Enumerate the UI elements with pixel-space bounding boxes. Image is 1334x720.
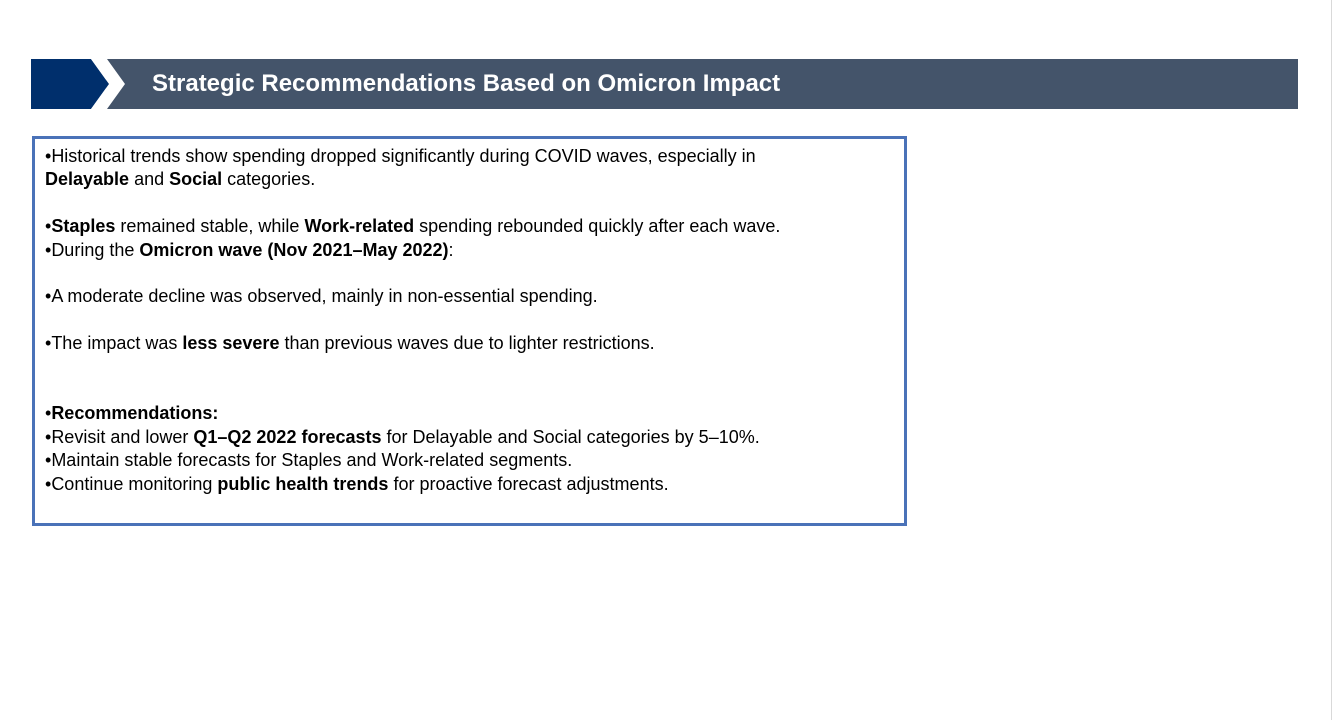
bold-text-run: Q1–Q2 2022 forecasts xyxy=(193,426,382,447)
text-line-moderate-decline: •A moderate decline was observed, mainly… xyxy=(45,285,895,308)
text-line-recommendations-heading: •Recommendations: xyxy=(45,402,895,425)
text-run: spending rebounded quickly after each wa… xyxy=(414,216,781,237)
text-run: and xyxy=(129,169,170,190)
bold-text-run: Work-related xyxy=(304,216,415,237)
bold-text-run: Omicron wave (Nov 2021–May 2022) xyxy=(139,239,449,260)
bold-text-run: public health trends xyxy=(217,473,389,494)
recommendations-text-box: •Historical trends show spending dropped… xyxy=(32,136,907,526)
bold-text-run: Recommendations: xyxy=(51,403,219,424)
text-run: : xyxy=(448,239,454,260)
bullet: • xyxy=(45,473,52,494)
bullet: • xyxy=(45,333,52,354)
page-title: Strategic Recommendations Based on Omicr… xyxy=(152,70,781,97)
bullet: • xyxy=(45,426,52,447)
slide-right-edge xyxy=(1331,0,1332,720)
bold-text-run: Social xyxy=(169,169,223,190)
text-run: During the xyxy=(51,239,140,260)
bold-text-run: Staples xyxy=(51,216,116,237)
text-line-omicron-wave: •During the Omicron wave (Nov 2021–May 2… xyxy=(45,239,895,262)
bullet: • xyxy=(45,146,52,166)
text-line-continue-monitoring: •Continue monitoring public health trend… xyxy=(45,473,895,496)
bullet: • xyxy=(45,450,52,471)
text-line-historical-trends: •Historical trends show spending dropped… xyxy=(45,145,895,168)
text-line-staples: •Staples remained stable, while Work-rel… xyxy=(45,215,895,238)
header-chevron-shape xyxy=(31,59,109,109)
blank-line xyxy=(45,379,895,402)
text-run: categories. xyxy=(222,169,316,190)
bullet: • xyxy=(45,216,52,237)
text-run: A moderate decline was observed, mainly … xyxy=(51,286,598,307)
text-line-categories: Delayable and Social categories. xyxy=(45,168,895,191)
bullet: • xyxy=(45,286,52,307)
text-run: for Delayable and Social categories by 5… xyxy=(381,426,760,447)
text-line-revisit-forecasts: •Revisit and lower Q1–Q2 2022 forecasts … xyxy=(45,426,895,449)
text-run: Revisit and lower xyxy=(51,426,194,447)
text-line-impact: •The impact was less severe than previou… xyxy=(45,332,895,355)
text-run: Maintain stable forecasts for Staples an… xyxy=(51,450,573,471)
blank-line xyxy=(45,192,895,215)
text-run: Continue monitoring xyxy=(51,473,218,494)
blank-line xyxy=(45,262,895,285)
bullet: • xyxy=(45,403,52,424)
bullet: • xyxy=(45,239,52,260)
bold-text-run: less severe xyxy=(182,333,280,354)
header-bar xyxy=(106,59,1298,109)
bold-text-run: Delayable xyxy=(45,169,130,190)
text-run: than previous waves due to lighter restr… xyxy=(279,333,655,354)
text-line-maintain-forecasts: •Maintain stable forecasts for Staples a… xyxy=(45,449,895,472)
text-run: for proactive forecast adjustments. xyxy=(388,473,669,494)
recommendations-text: •Historical trends show spending dropped… xyxy=(45,145,895,496)
text-run: Historical trends show spending dropped … xyxy=(51,146,756,166)
blank-line xyxy=(45,309,895,332)
text-run: remained stable, while xyxy=(115,216,305,237)
blank-line xyxy=(45,356,895,379)
header-banner: Strategic Recommendations Based on Omicr… xyxy=(31,59,1298,109)
text-run: The impact was xyxy=(51,333,183,354)
